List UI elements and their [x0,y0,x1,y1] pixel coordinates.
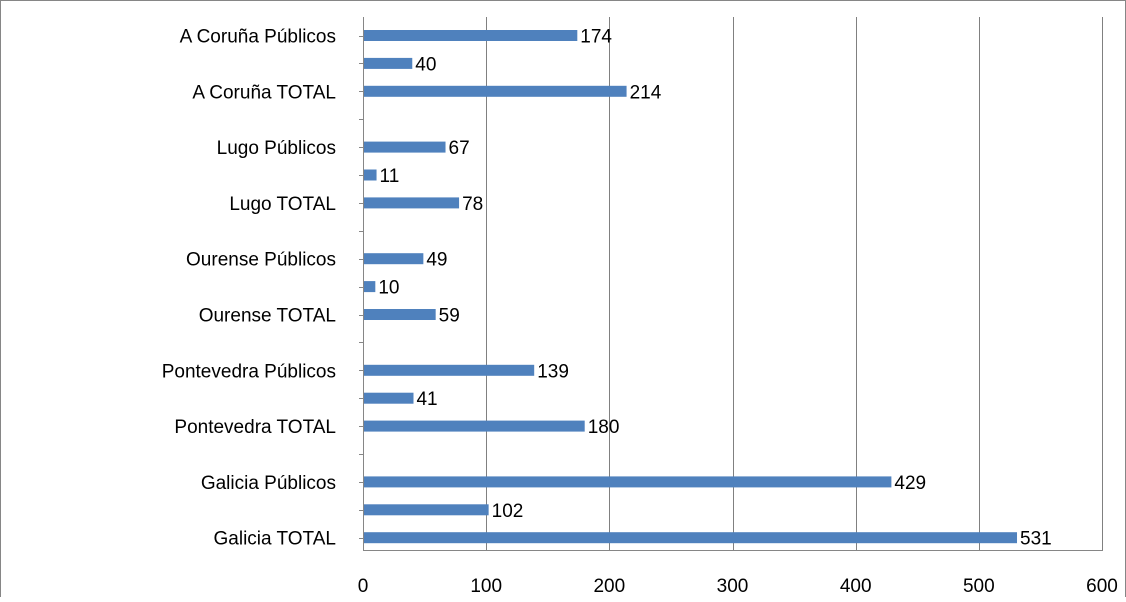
data-label-18: 531 [1020,529,1052,550]
x-tick-label-300: 300 [717,576,749,597]
bar-13 [364,392,414,404]
category-label-4: Lugo Públicos [217,138,336,159]
bar-1 [364,57,413,69]
x-tick-label-100: 100 [470,576,502,597]
bar-0 [364,30,578,41]
category-label-8: Ourense Públicos [186,250,336,271]
category-labels: A Coruña Públicos A Coruña TOTAL Lugo Públ… [162,27,336,550]
data-label-17: 102 [492,501,524,522]
category-label-12: Pontevedra Públicos [162,361,336,382]
data-label-16: 429 [894,473,926,494]
data-label-9: 10 [378,278,399,299]
data-label-5: 11 [380,166,400,187]
data-label-2: 214 [630,82,662,103]
x-tick-label-200: 200 [593,576,625,597]
bar-14 [364,420,585,432]
category-label-14: Pontevedra TOTAL [174,417,336,438]
bar-4 [364,141,446,153]
x-tick-label-0: 0 [358,576,369,597]
category-label-0: A Coruña Públicos [180,27,336,48]
data-labels: 174 40 214 67 11 78 49 10 59 139 41 180 429 102 531 [378,27,1051,550]
bar-6 [364,197,460,209]
grid-lines [486,17,1103,550]
bar-17 [364,504,489,516]
bars [364,30,1018,544]
category-label-18: Galicia TOTAL [214,529,337,550]
axes [359,17,1103,551]
bar-18 [364,532,1018,544]
data-label-13: 41 [416,389,437,410]
category-label-10: Ourense TOTAL [199,306,336,327]
data-label-12: 139 [537,361,569,382]
data-label-4: 67 [449,138,470,159]
x-tick-labels: 0 100 200 300 400 500 600 [358,576,1118,597]
data-label-6: 78 [462,194,483,215]
x-tick-label-600: 600 [1086,576,1118,597]
bar-2 [364,85,627,97]
data-label-8: 49 [426,250,447,271]
bar-5 [364,169,377,181]
data-label-14: 180 [588,417,620,438]
data-label-10: 59 [439,306,460,327]
data-label-0: 174 [580,27,612,48]
bar-16 [364,476,892,488]
category-label-6: Lugo TOTAL [229,194,336,215]
bar-8 [364,253,424,265]
category-label-16: Galicia Públicos [201,473,336,494]
x-tick-label-400: 400 [840,576,872,597]
bar-9 [364,281,376,293]
bar-10 [364,309,436,320]
category-label-2: A Coruña TOTAL [192,82,336,103]
x-tick-label-500: 500 [963,576,995,597]
bar-12 [364,364,535,376]
data-label-1: 40 [415,54,436,75]
